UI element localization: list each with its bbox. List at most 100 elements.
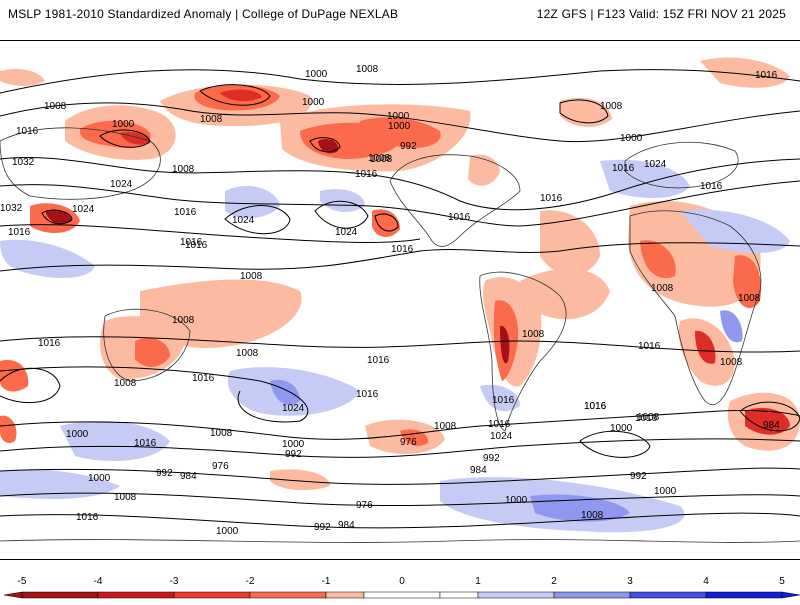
isobar-label: 992 bbox=[483, 453, 500, 464]
isobar-line bbox=[0, 438, 800, 458]
isobar-label: 1008 bbox=[370, 154, 393, 165]
isobar-label: 1016 bbox=[540, 193, 563, 204]
anomaly-region bbox=[372, 209, 400, 237]
isobar-label: 1008 bbox=[114, 378, 137, 389]
isobar-line bbox=[579, 430, 651, 458]
mslp-anomaly-map[interactable]: 1000 1008 1000 1008 1016 1008 1000 1008 … bbox=[0, 41, 800, 558]
isobar-labels: 1000 1008 1000 1008 1016 1008 1000 1008 … bbox=[0, 64, 780, 537]
isobar-label: 1016 bbox=[356, 389, 379, 400]
isobar-label: 1008 bbox=[356, 64, 379, 75]
isobar-label: 1008 bbox=[651, 283, 674, 294]
anomaly-region bbox=[140, 279, 302, 349]
isobar-label: 1016 bbox=[367, 355, 390, 366]
anomaly-region bbox=[733, 255, 762, 309]
colorbar-bin bbox=[705, 591, 783, 599]
colorbar-tick-label: 0 bbox=[399, 576, 405, 587]
colorbar-bin bbox=[439, 591, 479, 599]
isobar-label: 976 bbox=[400, 437, 417, 448]
isobar-label: 1008 bbox=[172, 315, 195, 326]
isobar-line bbox=[374, 213, 399, 232]
isobar-line bbox=[0, 492, 800, 507]
isobar-label: 1016 bbox=[755, 70, 778, 81]
coast-north-america bbox=[389, 154, 521, 247]
isobar-label: 984 bbox=[338, 520, 355, 531]
isobar-label: 1016 bbox=[638, 341, 661, 352]
isobar-label: 1008 bbox=[368, 153, 391, 164]
colorbar-ticks: -5 -4 -3 -2 -1 0 1 2 3 4 5 bbox=[18, 576, 786, 587]
isobar-line bbox=[224, 205, 291, 235]
isobar-line bbox=[0, 512, 800, 529]
isobar-line bbox=[0, 224, 421, 243]
coast-australia bbox=[103, 308, 191, 382]
isobar-label: 1008 bbox=[434, 421, 457, 432]
isobar-label: 1000 bbox=[112, 119, 135, 130]
isobar-line bbox=[0, 69, 800, 94]
isobar-line bbox=[309, 137, 341, 153]
isobar-label: 1008 bbox=[581, 510, 604, 521]
anomaly-region bbox=[0, 469, 120, 499]
valid-time: 12Z GFS | F123 Valid: 15Z FRI NOV 21 202… bbox=[536, 7, 786, 21]
isobar-label: 1008 bbox=[600, 101, 623, 112]
isobar-label: 1016 bbox=[76, 512, 99, 523]
isobar-label: 1016 bbox=[134, 438, 157, 449]
colorbar-bin bbox=[173, 591, 251, 599]
isobar-label: 1024 bbox=[335, 227, 358, 238]
isobar-label: 1016 bbox=[192, 373, 215, 384]
isobar-label: 1016 bbox=[612, 163, 635, 174]
isobar-line bbox=[41, 209, 73, 225]
anomaly-region bbox=[0, 415, 17, 443]
anomaly-region bbox=[680, 209, 790, 253]
isobar-label: 1016 bbox=[174, 207, 197, 218]
isobar-label: 984 bbox=[470, 465, 487, 476]
isobar-label: 1024 bbox=[490, 431, 513, 442]
isobar-label: 1024 bbox=[110, 179, 133, 190]
isobar-label: 1016 bbox=[492, 395, 515, 406]
isobar-label: 1016 bbox=[584, 401, 607, 412]
anomaly-region bbox=[0, 239, 95, 278]
isobar-label: 1032 bbox=[0, 203, 23, 214]
colorbar-bin bbox=[553, 591, 631, 599]
isobar-label: 1008 bbox=[44, 101, 67, 112]
colorbar-tick-label: -4 bbox=[94, 576, 103, 587]
isobar-line bbox=[0, 467, 800, 485]
anomaly-region bbox=[220, 89, 262, 102]
isobars bbox=[0, 69, 800, 529]
anomaly-region bbox=[745, 407, 790, 435]
anomaly-region bbox=[720, 310, 743, 343]
isobar-label: 1000 bbox=[387, 111, 410, 122]
isobar-label: 1008 bbox=[114, 492, 137, 503]
isobar-label: 1008 bbox=[210, 428, 233, 439]
anomaly-region bbox=[520, 268, 610, 320]
anomaly-region bbox=[640, 240, 676, 279]
anomaly-region bbox=[560, 97, 612, 127]
colorbar-bin bbox=[629, 591, 707, 599]
isobar-label: 1008 bbox=[240, 271, 263, 282]
isobar-label: 1024 bbox=[644, 159, 667, 170]
coast-africa bbox=[629, 210, 762, 406]
colorbar-bin bbox=[21, 591, 99, 599]
anomaly-region bbox=[320, 189, 365, 213]
map-panel[interactable]: 1000 1008 1000 1008 1016 1008 1000 1008 … bbox=[0, 40, 800, 560]
isobar-label: 1008 bbox=[637, 412, 660, 423]
coast-asia bbox=[0, 127, 161, 200]
isobar-label: 1016 bbox=[185, 240, 208, 251]
isobar-label: 992 bbox=[314, 522, 331, 533]
anomaly-region bbox=[600, 159, 690, 198]
isobar-line bbox=[559, 99, 609, 124]
isobar-label: 1000 bbox=[610, 423, 633, 434]
isobar-label: 1008 bbox=[236, 348, 259, 359]
product-title: MSLP 1981-2010 Standardized Anomaly | Co… bbox=[8, 7, 399, 21]
isobar-label: 1008 bbox=[738, 293, 761, 304]
colorbar-bin bbox=[363, 591, 441, 599]
colorbar-tick-label: -3 bbox=[170, 576, 179, 587]
isobar-line bbox=[99, 129, 151, 148]
isobar-label: 1008 bbox=[200, 114, 223, 125]
colorbar-bin bbox=[477, 591, 555, 599]
colorbar-min-extend bbox=[3, 591, 23, 599]
anomaly-region bbox=[270, 469, 330, 491]
isobar-label: 1000 bbox=[66, 429, 89, 440]
isobar-label: 1000 bbox=[505, 495, 528, 506]
colorbar-max-extend bbox=[781, 591, 800, 599]
anomaly-region bbox=[0, 69, 45, 86]
isobar-label: 992 bbox=[400, 141, 417, 152]
